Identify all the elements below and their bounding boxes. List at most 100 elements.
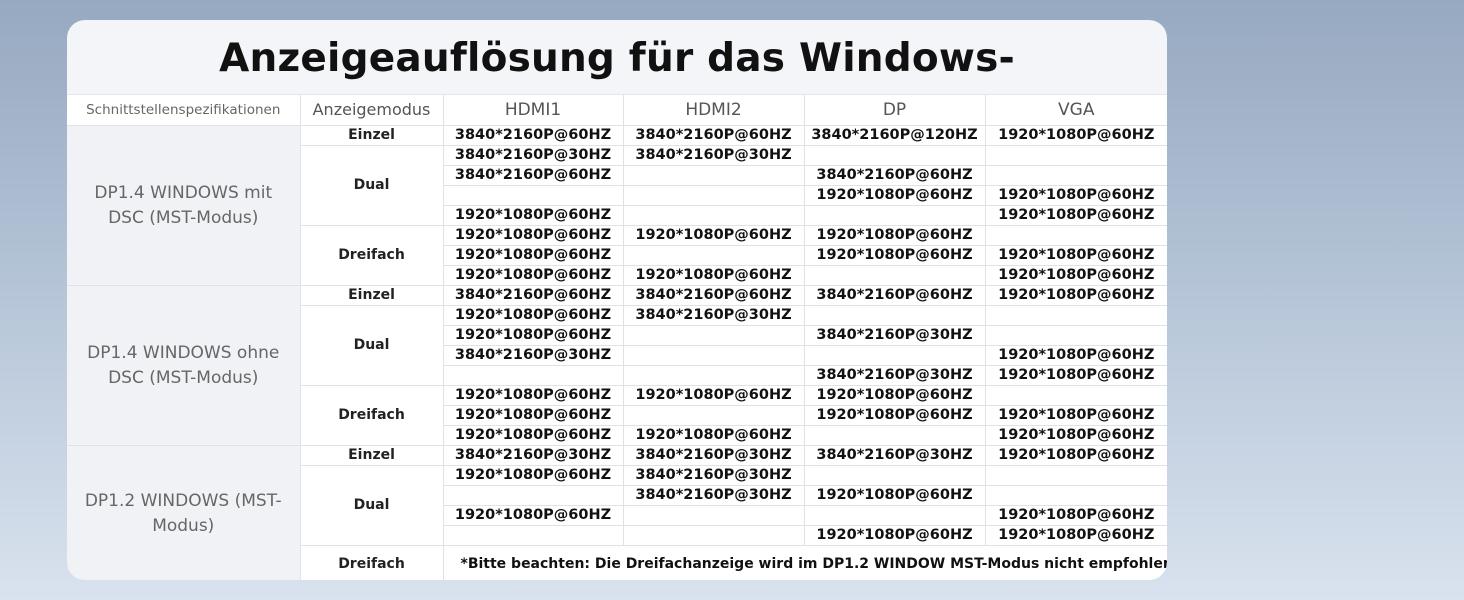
table-row: 1920*1080P@60HZ 1920*1080P@60HZ (67, 525, 1167, 546)
resolution-cell: 3840*2160P@30HZ (622, 465, 805, 486)
resolution-cell: 3840*2160P@60HZ (442, 125, 624, 146)
resolution-cell: 3840*2160P@30HZ (442, 145, 624, 166)
resolution-cell: 1920*1080P@60HZ (803, 225, 986, 246)
resolution-cell: 1920*1080P@60HZ (803, 185, 986, 206)
table-row: DP1.4 WINDOWS ohne DSC (MST-Modus) Einzel… (67, 285, 1167, 446)
resolution-cell (622, 205, 805, 226)
resolution-cell: 1920*1080P@60HZ (803, 525, 986, 546)
resolution-cell (984, 385, 1167, 406)
resolution-cell: 1920*1080P@60HZ (984, 265, 1167, 286)
resolution-cell: 3840*2160P@30HZ (803, 445, 986, 466)
resolution-cell: 3840*2160P@60HZ (442, 285, 624, 306)
resolution-cell: 1920*1080P@60HZ (984, 425, 1167, 446)
display-mode-cell: Dual (300, 305, 444, 386)
resolution-cell: 1920*1080P@60HZ (803, 485, 986, 506)
header-mode: Anzeigemodus (299, 94, 444, 126)
resolution-cell: 3840*2160P@30HZ (442, 445, 624, 466)
interface-spec-cell: DP1.4 WINDOWS mit DSC (MST-Modus) (67, 125, 301, 286)
table-row: Dreifach 1920*1080P@60HZ 1920*1080P@60HZ 19… (67, 225, 1167, 286)
header-hdmi1: HDMI1 (442, 94, 624, 126)
display-mode-cell: Einzel (299, 285, 444, 306)
resolution-cell: 3840*2160P@30HZ (622, 305, 805, 326)
resolution-cell: 1920*1080P@60HZ (984, 285, 1167, 306)
table-row: Dreifach 1920*1080P@60HZ 1920*1080P@60HZ 19… (67, 385, 1167, 446)
resolution-cell: 1920*1080P@60HZ (984, 185, 1167, 206)
resolution-cell: 1920*1080P@60HZ (984, 365, 1167, 386)
display-mode-cell: Dreifach (300, 385, 444, 446)
resolution-cell: 1920*1080P@60HZ (984, 125, 1167, 146)
resolution-cell: 1920*1080P@60HZ (984, 445, 1167, 466)
resolution-cell (622, 505, 805, 526)
resolution-cell (984, 145, 1167, 166)
table-row: 1920*1080P@60HZ 1920*1080P@60HZ (67, 205, 1167, 226)
resolution-cell: 1920*1080P@60HZ (442, 225, 624, 246)
table-row: Dreifach *Bitte beachten: Die Dreifachanz… (67, 545, 1167, 580)
resolution-card: Anzeigeauflösung für das Windows-Betrieb… (67, 20, 1167, 580)
resolution-cell: 1920*1080P@60HZ (984, 245, 1167, 266)
interface-spec-cell: DP1.2 WINDOWS (MST-Modus) (67, 445, 301, 580)
table-row: 1920*1080P@60HZ 1920*1080P@60HZ 1920*1080P… (67, 405, 1167, 426)
resolution-cell: 3840*2160P@30HZ (443, 345, 624, 366)
resolution-cell: 1920*1080P@60HZ (984, 405, 1167, 426)
resolution-cell (803, 205, 986, 226)
resolution-cell (622, 165, 805, 186)
table-row: 1920*1080P@60HZ 1920*1080P@60HZ 1920*1080P… (67, 425, 1167, 446)
resolution-cell: 1920*1080P@60HZ (622, 425, 805, 446)
resolution-cell: 1920*1080P@60HZ (443, 325, 624, 346)
table-row: 1920*1080P@60HZ 1920*1080P@60HZ (67, 185, 1167, 206)
resolution-cell (803, 425, 986, 446)
header-hdmi2: HDMI2 (622, 94, 805, 126)
resolution-cell: 3840*2160P@60HZ (803, 285, 986, 306)
resolution-cell (984, 225, 1167, 246)
resolution-cell: 1920*1080P@60HZ (622, 265, 805, 286)
resolution-cell: 3840*2160P@30HZ (622, 145, 805, 166)
resolution-cell (443, 365, 624, 386)
resolution-cell: 3840*2160P@120HZ (803, 125, 986, 146)
table-row: 1920*1080P@60HZ 3840*2160P@30HZ (67, 325, 1167, 346)
resolution-cell: 1920*1080P@60HZ (622, 225, 805, 246)
header-vga: VGA (984, 94, 1167, 126)
resolution-cell: 3840*2160P@30HZ (622, 445, 805, 466)
page-title: Anzeigeauflösung für das Windows-Betrieb… (219, 36, 1015, 159)
resolution-cell (622, 405, 805, 426)
resolution-cell: 1920*1080P@60HZ (443, 425, 624, 446)
table-row: Dual 1920*1080P@60HZ 3840*2160P@30HZ (67, 305, 1167, 386)
table-row: 1920*1080P@60HZ 1920*1080P@60HZ 1920*1080P… (67, 245, 1167, 266)
resolution-cell: 1920*1080P@60HZ (803, 245, 986, 266)
resolution-cell: 1920*1080P@60HZ (442, 305, 624, 326)
resolution-cell (803, 265, 986, 286)
resolution-cell: 1920*1080P@60HZ (803, 405, 986, 426)
display-mode-cell: Dreifach (300, 225, 444, 286)
resolution-cell (984, 465, 1167, 486)
display-mode-cell: Einzel (299, 125, 444, 146)
table-row: 1920*1080P@60HZ 1920*1080P@60HZ 1920*1080P… (67, 265, 1167, 286)
table-header-row: Schnittstellenspezifikationen Anzeigemod… (67, 94, 1167, 126)
display-mode-cell: Einzel (299, 445, 444, 466)
resolution-cell: 3840*2160P@60HZ (443, 165, 624, 186)
table-row: DP1.2 WINDOWS (MST-Modus) Einzel 3840*2160… (67, 445, 1167, 580)
table-row: Dual 1920*1080P@60HZ 3840*2160P@30HZ (67, 465, 1167, 546)
resolution-cell: 3840*2160P@60HZ (622, 285, 805, 306)
resolution-cell: 1920*1080P@60HZ (442, 465, 624, 486)
interface-spec-cell: DP1.4 WINDOWS ohne DSC (MST-Modus) (67, 285, 301, 446)
resolution-cell (984, 165, 1167, 186)
resolution-cell (803, 465, 986, 486)
resolution-cell: 1920*1080P@60HZ (443, 265, 624, 286)
resolution-cell: 1920*1080P@60HZ (443, 405, 624, 426)
resolution-cell (622, 325, 805, 346)
resolution-table: Schnittstellenspezifikationen Anzeigemod… (67, 94, 1167, 580)
resolution-cell: 3840*2160P@30HZ (803, 325, 986, 346)
resolution-cell (803, 305, 986, 326)
display-mode-cell: Dreifach (300, 545, 444, 580)
table-row: 3840*2160P@30HZ 1920*1080P@60HZ (67, 345, 1167, 366)
header-spec: Schnittstellenspezifikationen (67, 94, 301, 126)
display-mode-cell: Dual (300, 465, 444, 546)
resolution-cell (803, 145, 986, 166)
resolution-cell: 1920*1080P@60HZ (984, 525, 1167, 546)
resolution-cell: 3840*2160P@30HZ (622, 485, 805, 506)
resolution-cell (984, 305, 1167, 326)
resolution-cell: 3840*2160P@60HZ (803, 165, 986, 186)
resolution-cell (622, 245, 805, 266)
resolution-cell: 1920*1080P@60HZ (803, 385, 986, 406)
resolution-cell (984, 485, 1167, 506)
